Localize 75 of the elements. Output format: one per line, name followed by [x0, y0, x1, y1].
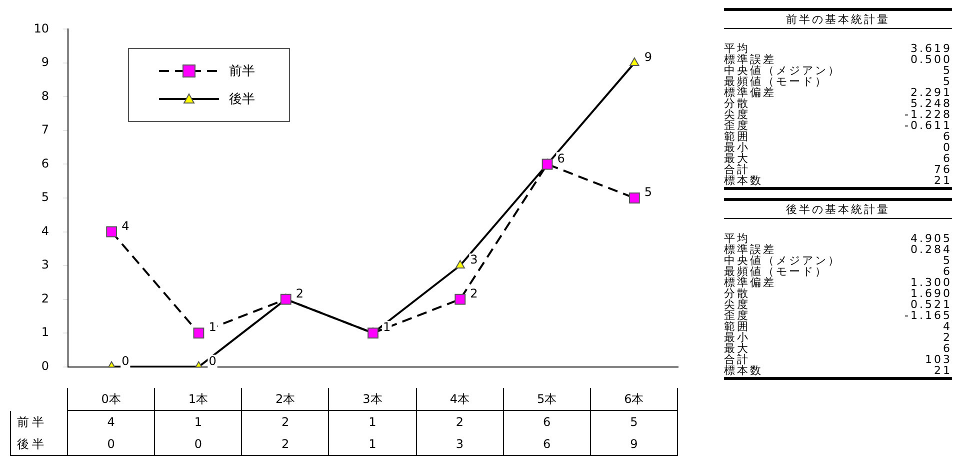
data-label: 5 — [629, 414, 639, 431]
data-label: 4 — [106, 414, 116, 431]
text: 最頻値（モード） 5 — [724, 75, 952, 88]
text: 5 — [644, 185, 652, 200]
text: 2 — [296, 286, 304, 300]
text: 2 — [470, 286, 478, 300]
text: 標本数 21 — [724, 174, 952, 187]
y-tick-label: 8 — [41, 88, 49, 103]
text: 標準誤差 0.284 — [724, 243, 952, 256]
text: 1 — [208, 320, 216, 334]
data-label: 2 — [280, 414, 290, 431]
x-tick-label: 0本 — [68, 388, 156, 410]
text: 前半 — [17, 415, 47, 429]
text: 最大 6 — [724, 152, 952, 165]
data-label: 1 — [368, 414, 378, 431]
data-label: 1 — [193, 414, 204, 431]
y-tick-label: 4 — [41, 224, 49, 238]
text: 前半の基本統計量 — [724, 8, 952, 29]
data-label: 0 — [193, 436, 204, 453]
legend-label: 後半 — [229, 91, 255, 108]
x-tick-label: 1本 — [155, 388, 242, 410]
data-label: 2 — [454, 414, 464, 431]
data-label: 1 — [368, 436, 378, 453]
text: 標準偏差 1.300 — [724, 276, 952, 289]
data-label: 6 — [542, 436, 552, 453]
y-tick-label: 10 — [34, 21, 49, 36]
text: 4 — [122, 218, 130, 233]
text: 6 — [557, 151, 565, 166]
x-tick-label: 6本 — [590, 388, 678, 410]
data-label: 0 — [106, 436, 116, 453]
text: 9 — [644, 50, 652, 64]
text: 0 — [208, 354, 216, 368]
x-tick-label: 2本 — [242, 388, 330, 410]
text: 平均 4.905 — [724, 232, 952, 245]
text: 後半の基本統計量 — [724, 198, 952, 219]
y-tick-label: 2 — [41, 291, 49, 306]
text: 範囲 6 — [724, 130, 952, 143]
text: 0 — [122, 354, 130, 368]
text: 最頻値（モード） 6 — [724, 265, 952, 278]
text: 尖度 -1.228 — [724, 108, 952, 121]
text: 平均 3.619 — [724, 42, 952, 55]
y-tick-label: 1 — [41, 325, 49, 340]
text: 分散 5.248 — [724, 97, 952, 110]
x-tick-label: 5本 — [504, 388, 591, 410]
data-label: 6 — [542, 414, 552, 431]
text: 合計 76 — [724, 163, 952, 176]
x-tick-label: 4本 — [416, 388, 504, 410]
text: 範囲 4 — [724, 320, 952, 333]
data-label: 3 — [454, 436, 464, 453]
y-tick-label: 9 — [41, 55, 49, 70]
text: 最小 2 — [724, 331, 952, 344]
text: 中央値（メジアン） 5 — [724, 64, 952, 77]
y-tick-label: 5 — [41, 190, 49, 204]
text: 標準偏差 2.291 — [724, 86, 952, 99]
text: 合計 103 — [724, 353, 952, 366]
x-tick-label: 3本 — [329, 388, 417, 410]
y-tick-label: 6 — [41, 156, 49, 170]
text: 分散 1.690 — [724, 287, 952, 300]
text: 尖度 0.521 — [724, 298, 952, 311]
text: 標準誤差 0.500 — [724, 53, 952, 66]
text: 中央値（メジアン） 5 — [724, 254, 952, 267]
text: 後半 — [17, 437, 47, 451]
data-label: 9 — [629, 436, 639, 453]
text: 3 — [470, 252, 478, 267]
y-tick-label: 7 — [41, 122, 49, 137]
data-label: 2 — [280, 436, 290, 453]
legend-label: 前半 — [229, 63, 255, 80]
text: 歪度 -0.611 — [724, 119, 952, 132]
text: 歪度 -1.165 — [724, 309, 952, 322]
text: 最小 0 — [724, 141, 952, 154]
text: 1 — [383, 320, 391, 334]
text: 標本数 21 — [724, 364, 952, 377]
y-tick-label: 3 — [41, 258, 49, 272]
text: 最大 6 — [724, 342, 952, 355]
y-tick-label: 0 — [41, 358, 49, 373]
